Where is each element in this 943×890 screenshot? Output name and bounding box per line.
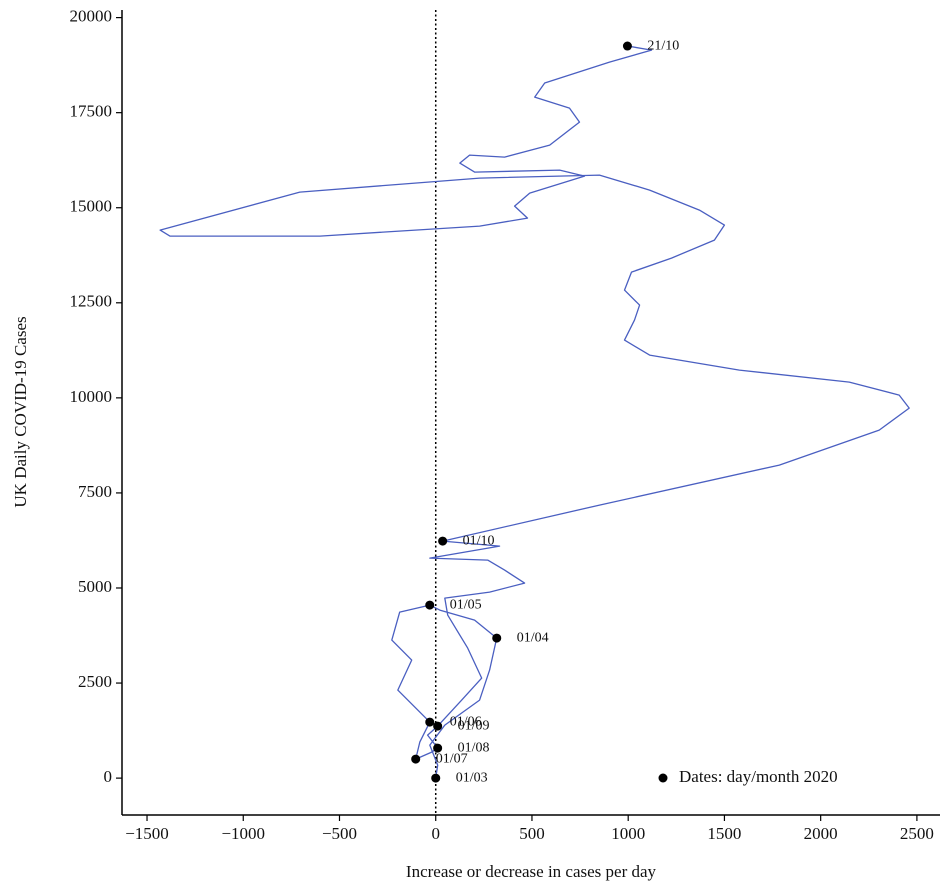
y-tick-label: 10000: [70, 387, 113, 406]
date-marker: [411, 754, 421, 764]
date-marker: [425, 600, 435, 610]
x-tick-label: −1500: [125, 824, 169, 843]
legend-marker: [658, 773, 668, 783]
y-tick-label: 2500: [78, 672, 112, 691]
date-marker: [438, 536, 448, 546]
date-label: 01/03: [456, 770, 488, 785]
legend-label: Dates: day/month 2020: [679, 767, 838, 786]
y-tick-label: 7500: [78, 482, 112, 501]
x-tick-label: 2500: [900, 824, 934, 843]
date-marker: [433, 743, 443, 753]
date-label: 21/10: [647, 38, 679, 53]
date-marker: [433, 721, 443, 731]
y-tick-label: 17500: [70, 102, 113, 121]
x-tick-label: 0: [431, 824, 440, 843]
date-marker: [425, 717, 435, 727]
y-axis-label: UK Daily COVID-19 Cases: [11, 316, 30, 507]
x-tick-label: 500: [519, 824, 545, 843]
y-tick-label: 15000: [70, 197, 113, 216]
x-tick-label: 1000: [611, 824, 645, 843]
date-label: 01/05: [450, 597, 482, 612]
x-tick-label: 1500: [707, 824, 741, 843]
date-label: 01/06: [450, 714, 482, 729]
y-tick-label: 20000: [70, 7, 113, 26]
y-tick-label: 0: [104, 767, 113, 786]
y-tick-label: 12500: [70, 292, 113, 311]
date-label: 01/08: [458, 740, 490, 755]
x-tick-label: −1000: [221, 824, 265, 843]
line: [159, 45, 910, 779]
y-tick-label: 5000: [78, 577, 112, 596]
date-marker: [492, 633, 502, 643]
date-label: 01/10: [463, 533, 495, 548]
date-marker: [431, 773, 441, 783]
date-label: 01/09: [458, 718, 490, 733]
date-label: 01/07: [436, 751, 468, 766]
x-tick-label: −500: [322, 824, 357, 843]
date-marker: [622, 41, 632, 51]
x-axis-label: Increase or decrease in cases per day: [406, 862, 657, 881]
x-tick-label: 2000: [804, 824, 838, 843]
date-label: 01/04: [517, 630, 549, 645]
